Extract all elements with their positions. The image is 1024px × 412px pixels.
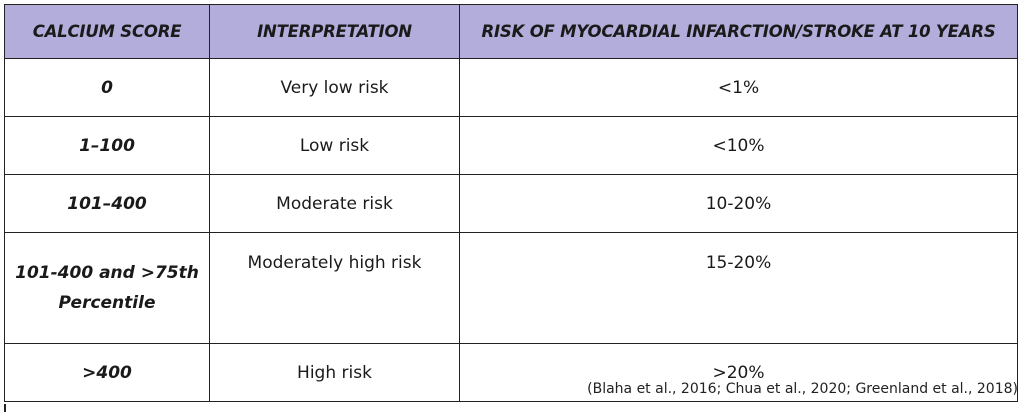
risk-cell: 10-20%	[459, 174, 1018, 233]
interpretation-cell: Low risk	[209, 116, 460, 175]
calcium-score-table: CALCIUM SCORE INTERPRETATION RISK OF MYO…	[4, 4, 1018, 402]
calcium-score-cell: 101-400 and >75th Percentile	[4, 232, 210, 344]
interpretation-cell: Very low risk	[209, 58, 460, 117]
calcium-score-cell: 0	[4, 58, 210, 117]
tick-mark	[4, 404, 6, 412]
calcium-score-cell: 1–100	[4, 116, 210, 175]
table-row: 101-400 and >75th Percentile Moderately …	[4, 232, 1018, 344]
calcium-score-cell: 101–400	[4, 174, 210, 233]
calcium-score-line-2: Percentile	[58, 293, 156, 313]
header-interpretation: INTERPRETATION	[209, 4, 460, 59]
interpretation-cell: High risk	[209, 343, 460, 402]
table-row: 1–100 Low risk <10%	[4, 116, 1018, 175]
interpretation-cell: Moderately high risk	[209, 232, 460, 344]
risk-cell: <10%	[459, 116, 1018, 175]
table-row: 101–400 Moderate risk 10-20%	[4, 174, 1018, 233]
header-calcium-score: CALCIUM SCORE	[4, 4, 210, 59]
interpretation-cell: Moderate risk	[209, 174, 460, 233]
table-header-row: CALCIUM SCORE INTERPRETATION RISK OF MYO…	[4, 4, 1018, 59]
calcium-score-cell: >400	[4, 343, 210, 402]
risk-cell: <1%	[459, 58, 1018, 117]
risk-cell: >20%	[459, 343, 1018, 402]
table-row: 0 Very low risk <1%	[4, 58, 1018, 117]
table-row: >400 High risk >20%	[4, 343, 1018, 402]
citation: (Blaha et al., 2016; Chua et al., 2020; …	[587, 381, 1018, 397]
header-risk: RISK OF MYOCARDIAL INFARCTION/STROKE AT …	[459, 4, 1018, 59]
risk-cell: 15-20%	[459, 232, 1018, 344]
calcium-score-line-1: 101-400 and >75th	[15, 263, 199, 283]
